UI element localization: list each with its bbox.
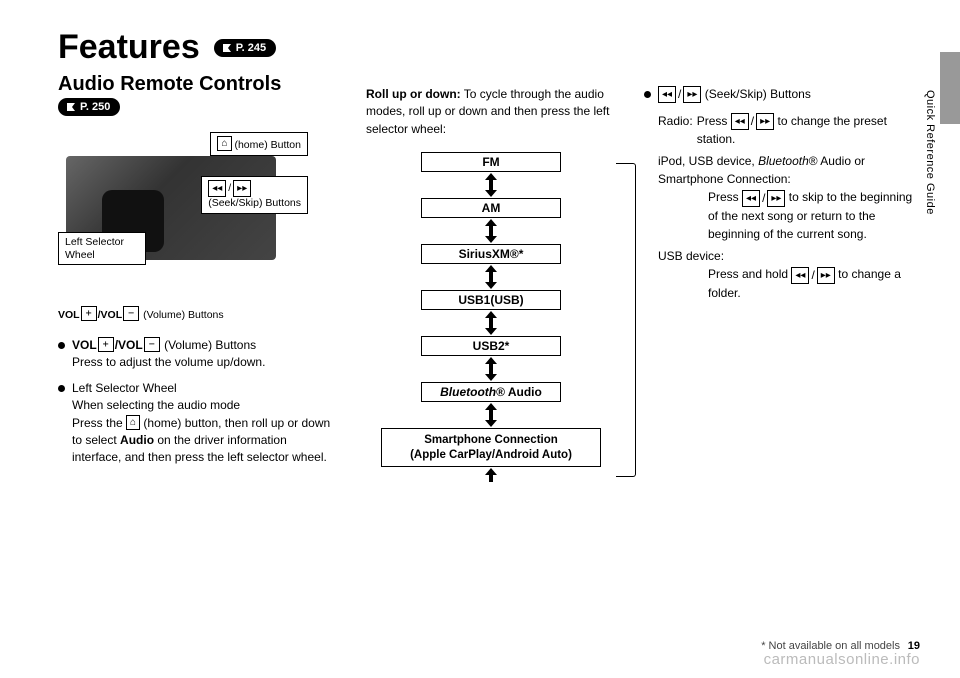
prev-icon: ◂◂ [658,86,676,103]
column-2: Roll up or down: To cycle through the au… [366,28,616,483]
home-icon: ⌂ [217,136,231,151]
bullet-volume: VOL+/VOL− (Volume) Buttons Press to adju… [58,337,338,372]
flow-sirius: SiriusXM®* [421,244,561,264]
section-tab [940,52,960,124]
col3-body: Radio: Press ◂◂ / ▸▸ to change the prese… [644,112,920,302]
updown-arrow-icon [484,265,498,289]
flow-bt: Bluetooth® Audio [421,382,561,402]
minus-icon: − [123,306,139,321]
remote-diagram: ⌂ (home) Button ◂◂ / ▸▸ (Seek/Skip) Butt… [58,132,308,292]
updown-arrow-icon [484,403,498,427]
subtitle-page-ref: P. 250 [58,98,120,116]
column-1: Features P. 245 Audio Remote Controls P.… [58,28,338,483]
prev-icon: ◂◂ [208,180,226,197]
callout-left-wheel: Left Selector Wheel [58,232,146,265]
callout-home: ⌂ (home) Button [210,132,308,156]
updown-arrow-icon [484,311,498,335]
updown-arrow-icon [484,357,498,381]
watermark: carmanualsonline.info [764,651,920,668]
plus-icon: + [81,306,97,321]
side-label: Quick Reference Guide [924,90,936,215]
ipod-line: iPod, USB device, Bluetooth® Audio or Sm… [658,152,920,188]
bullet-seek: ◂◂ / ▸▸ (Seek/Skip) Buttons [644,86,920,104]
col3-bullets: ◂◂ / ▸▸ (Seek/Skip) Buttons [644,86,920,104]
bullet-lead: VOL+/VOL− (Volume) Buttons [72,338,256,352]
callout-seek: ◂◂ / ▸▸ (Seek/Skip) Buttons [201,176,308,214]
flow-fm: FM [421,152,561,172]
next-icon: ▸▸ [756,113,774,130]
col2-intro: Roll up or down: To cycle through the au… [366,86,616,138]
volume-caption: VOL+/VOL− (Volume) Buttons [58,306,338,321]
flow-usb2: USB2* [421,336,561,356]
next-icon: ▸▸ [683,86,701,103]
book-icon [222,43,232,53]
usb-body: Press and hold ◂◂ / ▸▸ to change a folde… [658,265,920,302]
next-icon: ▸▸ [233,180,251,197]
updown-arrow-icon [484,219,498,243]
flow-usb1: USB1(USB) [421,290,561,310]
radio-row: Radio: Press ◂◂ / ▸▸ to change the prese… [658,112,920,149]
book-icon [66,102,76,112]
title-row: Features P. 245 [58,28,338,67]
updown-arrow-icon [484,173,498,197]
loop-line [616,163,636,477]
ipod-body: Press ◂◂ / ▸▸ to skip to the beginning o… [658,188,920,243]
flow-smartphone: Smartphone Connection(Apple CarPlay/Andr… [381,428,601,467]
usb-label: USB device: [658,247,920,265]
bullet-left-wheel: Left Selector Wheel When selecting the a… [58,380,338,467]
up-arrow-icon [484,468,498,482]
col1-bullets: VOL+/VOL− (Volume) Buttons Press to adju… [58,337,338,467]
bullet-body: When selecting the audio modePress the ⌂… [72,398,330,464]
column-3: ◂◂ / ▸▸ (Seek/Skip) Buttons Radio: Press… [644,28,920,483]
page-title: Features [58,28,200,67]
bullet-body: Press to adjust the volume up/down. [72,355,265,369]
flow-am: AM [421,198,561,218]
section-subtitle: Audio Remote Controls [58,73,338,96]
prev-icon: ◂◂ [731,113,749,130]
title-page-ref: P. 245 [214,39,276,57]
page-content: Features P. 245 Audio Remote Controls P.… [0,0,960,483]
mode-flow: FM AM SiriusXM®* USB1(USB) USB2* Bluetoo… [366,152,616,483]
bullet-lead: Left Selector Wheel [72,381,177,395]
